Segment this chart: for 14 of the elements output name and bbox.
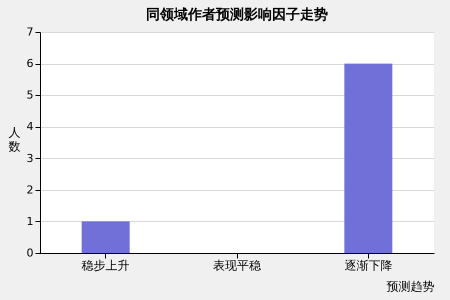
x-tick-label: 稳步上升	[82, 258, 130, 272]
y-tick-label: 1	[26, 214, 34, 228]
y-tick-label: 7	[26, 26, 34, 38]
y-tick-label: 2	[26, 183, 34, 196]
x-axis-title: 预测趋势	[386, 280, 434, 294]
y-tick-label: 0	[26, 246, 34, 260]
y-tick-label: 5	[26, 88, 34, 102]
x-tick-label: 逐渐下降	[344, 258, 392, 272]
y-tick-label: 3	[26, 152, 34, 165]
x-tick-label: 表现平稳	[213, 258, 261, 272]
y-axis-title: 人数	[8, 126, 20, 154]
y-tick-label: 4	[26, 120, 34, 134]
chart-title: 同领域作者预测影响因子走势	[146, 7, 328, 23]
y-tick-label: 6	[26, 57, 34, 70]
